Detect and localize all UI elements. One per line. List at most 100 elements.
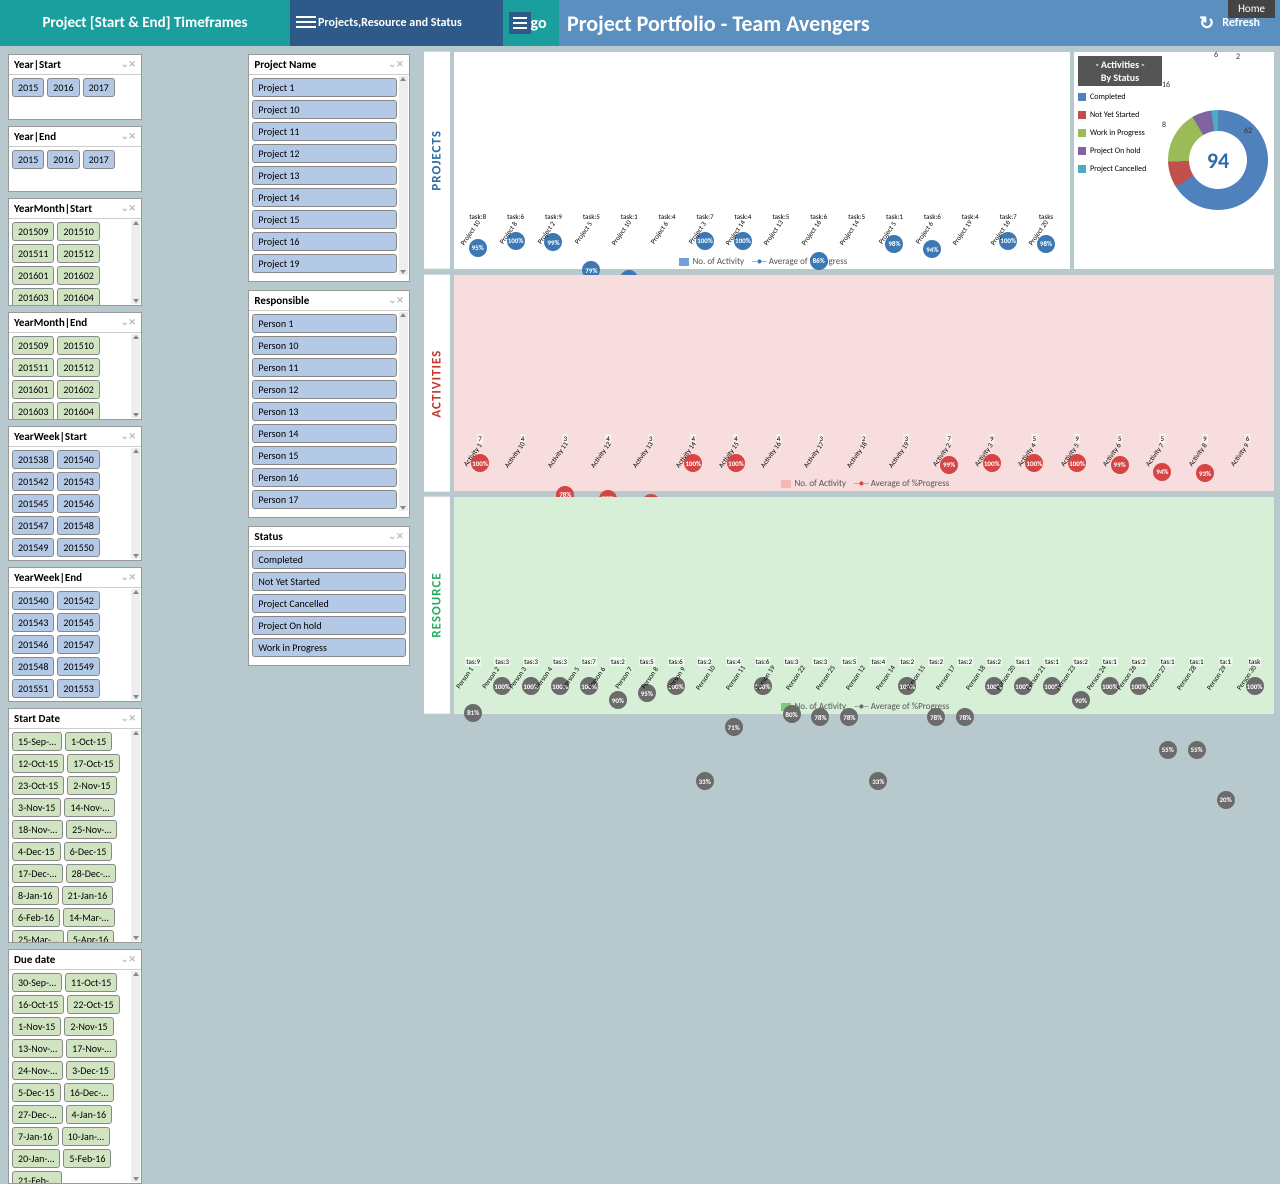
slicer-chip[interactable]: 2017: [83, 78, 115, 97]
slicer-chip[interactable]: 201601: [12, 380, 54, 399]
slicer-chip[interactable]: Project 16: [252, 232, 396, 251]
slicer-chip[interactable]: Person 1: [252, 314, 396, 333]
slicer-chip[interactable]: Person 12: [252, 380, 396, 399]
slicer-chip[interactable]: Person 10: [252, 336, 396, 355]
slicer-chip[interactable]: 25-Mar-…: [12, 930, 64, 942]
home-button[interactable]: Home: [1228, 0, 1275, 18]
slicer-chip[interactable]: 201550: [57, 538, 99, 557]
slicer-chip[interactable]: 201603: [12, 402, 54, 419]
slicer-chip[interactable]: 201545: [12, 494, 54, 513]
slicer-chip[interactable]: 201546: [12, 635, 54, 654]
slicer-chip[interactable]: 13-Nov-…: [12, 1039, 63, 1058]
slicer-chip[interactable]: 201511: [12, 358, 54, 377]
slicer-chip[interactable]: 201547: [57, 635, 99, 654]
filter-icon[interactable]: ⌄✕: [389, 531, 404, 542]
slicer-chip[interactable]: 4-Jan-16: [66, 1105, 113, 1124]
slicer-chip[interactable]: Project 11: [252, 122, 396, 141]
slicer-chip[interactable]: 201509: [12, 222, 54, 241]
slicer-chip[interactable]: Project 13: [252, 166, 396, 185]
slicer-chip[interactable]: 201551: [12, 679, 54, 698]
slicer-chip[interactable]: 201546: [57, 494, 99, 513]
slicer-chip[interactable]: 4-Dec-15: [12, 842, 61, 861]
slicer-chip[interactable]: 201602: [57, 380, 99, 399]
slicer-chip[interactable]: 8-Jan-16: [12, 886, 59, 905]
slicer-chip[interactable]: 2015: [12, 78, 44, 97]
menu-icon-2[interactable]: [509, 12, 531, 34]
slicer-chip[interactable]: Project 19: [252, 254, 396, 273]
slicer-chip[interactable]: Project 12: [252, 144, 396, 163]
slicer-chip[interactable]: 21-Feb-…: [12, 1171, 62, 1183]
slicer-chip[interactable]: 27-Dec-…: [12, 1105, 63, 1124]
menu-icon[interactable]: [296, 12, 316, 32]
slicer-chip[interactable]: 18-Nov-…: [12, 820, 63, 839]
scrollbar[interactable]: [131, 448, 140, 559]
slicer-chip[interactable]: 201549: [57, 657, 99, 676]
slicer-chip[interactable]: 17-Nov-…: [66, 1039, 117, 1058]
slicer-chip[interactable]: 3-Nov-15: [12, 798, 61, 817]
filter-icon[interactable]: ⌄✕: [121, 431, 136, 442]
scrollbar[interactable]: [131, 589, 140, 700]
filter-icon[interactable]: ⌄✕: [121, 317, 136, 328]
slicer-chip[interactable]: 201604: [57, 288, 99, 305]
slicer-chip[interactable]: 201542: [12, 472, 54, 491]
slicer-chip[interactable]: 201602: [57, 266, 99, 285]
slicer-chip[interactable]: 201512: [57, 244, 99, 263]
slicer-chip[interactable]: Person 15: [252, 446, 396, 465]
slicer-chip[interactable]: 25-Nov-…: [66, 820, 117, 839]
scrollbar[interactable]: [131, 220, 140, 304]
slicer-chip[interactable]: 5-Feb-16: [63, 1149, 111, 1168]
slicer-chip[interactable]: 201540: [12, 591, 54, 610]
slicer-chip[interactable]: Project Cancelled: [252, 594, 405, 613]
slicer-chip[interactable]: 6-Feb-16: [12, 908, 60, 927]
slicer-chip[interactable]: 17-Oct-15: [67, 754, 119, 773]
slicer-chip[interactable]: 201603: [12, 288, 54, 305]
slicer-chip[interactable]: 2016: [47, 150, 79, 169]
slicer-chip[interactable]: 15-Sep-…: [12, 732, 62, 751]
slicer-chip[interactable]: 201547: [12, 516, 54, 535]
slicer-chip[interactable]: 7-Jan-16: [12, 1127, 59, 1146]
slicer-chip[interactable]: 5-Apr-16: [67, 930, 115, 942]
slicer-chip[interactable]: 201553: [57, 679, 99, 698]
slicer-chip[interactable]: 201604: [57, 402, 99, 419]
filter-icon[interactable]: ⌄✕: [389, 59, 404, 70]
scrollbar[interactable]: [131, 334, 140, 418]
slicer-chip[interactable]: Person 17: [252, 490, 396, 509]
slicer-chip[interactable]: 2-Nov-15: [64, 1017, 113, 1036]
filter-icon[interactable]: ⌄✕: [121, 713, 136, 724]
slicer-chip[interactable]: 1-Nov-15: [12, 1017, 61, 1036]
slicer-chip[interactable]: 201543: [12, 613, 54, 632]
slicer-chip[interactable]: 2015: [12, 150, 44, 169]
filter-icon[interactable]: ⌄✕: [121, 203, 136, 214]
scrollbar[interactable]: [131, 971, 140, 1182]
slicer-chip[interactable]: 14-Nov-…: [64, 798, 115, 817]
slicer-chip[interactable]: 24-Nov-…: [12, 1061, 63, 1080]
slicer-chip[interactable]: 6-Dec-15: [64, 842, 113, 861]
scrollbar[interactable]: [399, 312, 408, 511]
slicer-chip[interactable]: 30-Sep-…: [12, 973, 62, 992]
filter-icon[interactable]: ⌄✕: [121, 131, 136, 142]
filter-icon[interactable]: ⌄✕: [389, 295, 404, 306]
slicer-chip[interactable]: 201509: [12, 336, 54, 355]
slicer-chip[interactable]: 201549: [12, 538, 54, 557]
slicer-chip[interactable]: 201542: [57, 591, 99, 610]
slicer-chip[interactable]: 201510: [57, 336, 99, 355]
slicer-chip[interactable]: 201543: [57, 472, 99, 491]
slicer-chip[interactable]: 21-Jan-16: [62, 886, 114, 905]
slicer-chip[interactable]: 20-Jan-…: [12, 1149, 60, 1168]
slicer-chip[interactable]: Person 14: [252, 424, 396, 443]
slicer-chip[interactable]: Person 11: [252, 358, 396, 377]
slicer-chip[interactable]: 201545: [57, 613, 99, 632]
filter-icon[interactable]: ⌄✕: [121, 59, 136, 70]
slicer-chip[interactable]: 201510: [57, 222, 99, 241]
slicer-chip[interactable]: Project 14: [252, 188, 396, 207]
slicer-chip[interactable]: 2016: [47, 78, 79, 97]
filter-icon[interactable]: ⌄✕: [121, 572, 136, 583]
slicer-chip[interactable]: 1-Oct-15: [65, 732, 112, 751]
slicer-chip[interactable]: Project 15: [252, 210, 396, 229]
slicer-chip[interactable]: Person 16: [252, 468, 396, 487]
slicer-chip[interactable]: 12-Oct-15: [12, 754, 64, 773]
slicer-chip[interactable]: Project 1: [252, 78, 396, 97]
slicer-chip[interactable]: 201540: [57, 450, 99, 469]
slicer-chip[interactable]: 14-Mar-…: [63, 908, 115, 927]
slicer-chip[interactable]: 201511: [12, 244, 54, 263]
